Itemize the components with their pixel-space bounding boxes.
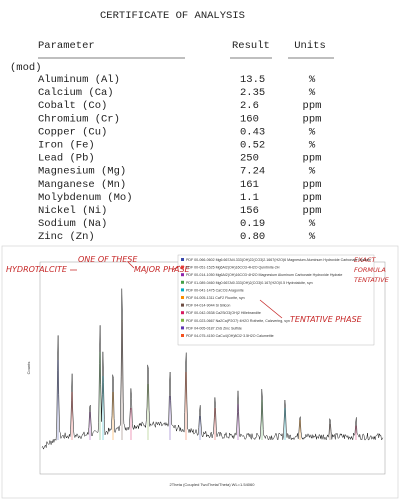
parameter: Manganese (Mn) [38,179,126,191]
result: 250 [240,153,259,165]
unit: % [309,218,316,230]
legend-swatch [181,334,184,337]
unit: ppm [303,192,322,204]
result: 1.1 [240,192,259,204]
certificate: CERTIFICATE OF ANALYSIS Parameter Result… [10,10,334,243]
unit: ppm [303,113,322,125]
parameter: Nickel (Ni) [38,205,107,217]
parameter: Sodium (Na) [38,218,107,230]
legend-box [177,254,375,346]
x-axis-label: 2Theta (Coupled TwoTheta/Theta) WL=1.540… [170,482,256,487]
legend-swatch [181,326,184,330]
annotation-group: EXACT FORMULA TENTATIVE [354,256,390,284]
result: 161 [240,179,259,191]
legend-entry: PDF 00-051-1525 Mg6Al2(OH)16CO3·4H2O Qui… [186,266,280,270]
header: Parameter [38,40,95,52]
legend-entry: PDF 04-005-0187 ZnS Zinc Sulfide [186,326,242,330]
annotation: TENTATIVE PHASE [290,315,363,324]
result: 0.80 [240,231,265,243]
unit: ppm [303,100,322,112]
parameter: Aluminum (Al) [38,74,120,86]
result: 7.24 [240,166,265,178]
legend-entry: PDF 00-014-1050 Mg6Al2(OH)16CO3·4H2O Mag… [186,273,342,277]
unit: % [309,87,316,99]
unit: ppm [303,205,322,217]
result: 0.19 [240,218,265,230]
title: CERTIFICATE OF ANALYSIS [100,10,245,22]
legend-entry: PDF 04-005-1311 CaF2 Fluorite, syn [186,296,245,300]
y-axis-label: Counts [26,362,31,375]
legend-swatch [181,303,184,307]
unit: % [309,126,316,138]
legend-swatch [181,318,184,322]
parameter: Calcium (Ca) [38,87,114,99]
parameter: Lead (Pb) [38,153,95,165]
unit: % [309,166,316,178]
legend-entry: PDF 00-023-0667 Na2Ca(P2O7)·4H2O Rotheit… [186,319,290,323]
unit: % [309,74,316,86]
result: 0.43 [240,126,265,138]
unit: ppm [303,179,322,191]
unit: % [309,231,316,243]
result: 156 [240,205,259,217]
legend-swatch [181,258,184,261]
arrow [70,261,283,319]
unit: ppm [303,153,322,165]
group-label: (mod) [10,62,42,74]
parameter: Magnesium (Mg) [38,166,126,178]
parameter: Iron (Fe) [38,140,95,152]
result: 13.5 [240,74,265,86]
result: 0.52 [240,140,265,152]
header: Result [232,40,270,52]
legend-swatch [181,280,184,284]
result: 2.35 [240,87,265,99]
annotation: EXACT FORMULA TENTATIVE [354,256,390,284]
legend-swatch [181,265,184,269]
legend-entry: PDF 01-089-0460 Mg0.667Al0.333(OH)2(CO3)… [186,281,313,285]
legend-entry: PDF 00-041-1475 CaCO3 Aragonite [186,288,244,292]
legend-entry: PDF 04-075-4150 CaCu4(OH)8Cl2·3.5H2O Cal… [186,334,274,338]
annotation: ONE OF THESE [78,255,138,264]
legend-entry: PDF 00-042-0538 Ca2SiO3(OH)2 Hillebrandi… [186,311,261,315]
legend-entry: PDF 00-066-0602 Mg6.667Al4.333(OH)22(CO3… [186,258,371,262]
result: 2.6 [240,100,259,112]
annotation: MAJOR PHASE [134,265,191,274]
unit: % [309,140,316,152]
parameter: Cobalt (Co) [38,100,107,112]
xrd-figure: Counts 2Theta (Coupled TwoTheta/Theta) W… [1,245,399,499]
legend-swatch [181,273,184,277]
diffraction-trace [41,288,384,450]
result: 160 [240,113,259,125]
legend-swatch [181,296,184,299]
parameter: Molybdenum (Mo) [38,192,133,204]
header: Units [294,40,326,52]
parameter: Copper (Cu) [38,126,107,138]
legend-swatch [181,288,184,292]
annotation: HYDROTALCITE [6,265,68,274]
legend-entry: PDF 04-014-9044 Si Silicon [186,304,230,308]
parameter: Zinc (Zn) [38,231,95,243]
parameter: Chromium (Cr) [38,113,120,125]
legend-swatch [181,311,184,315]
